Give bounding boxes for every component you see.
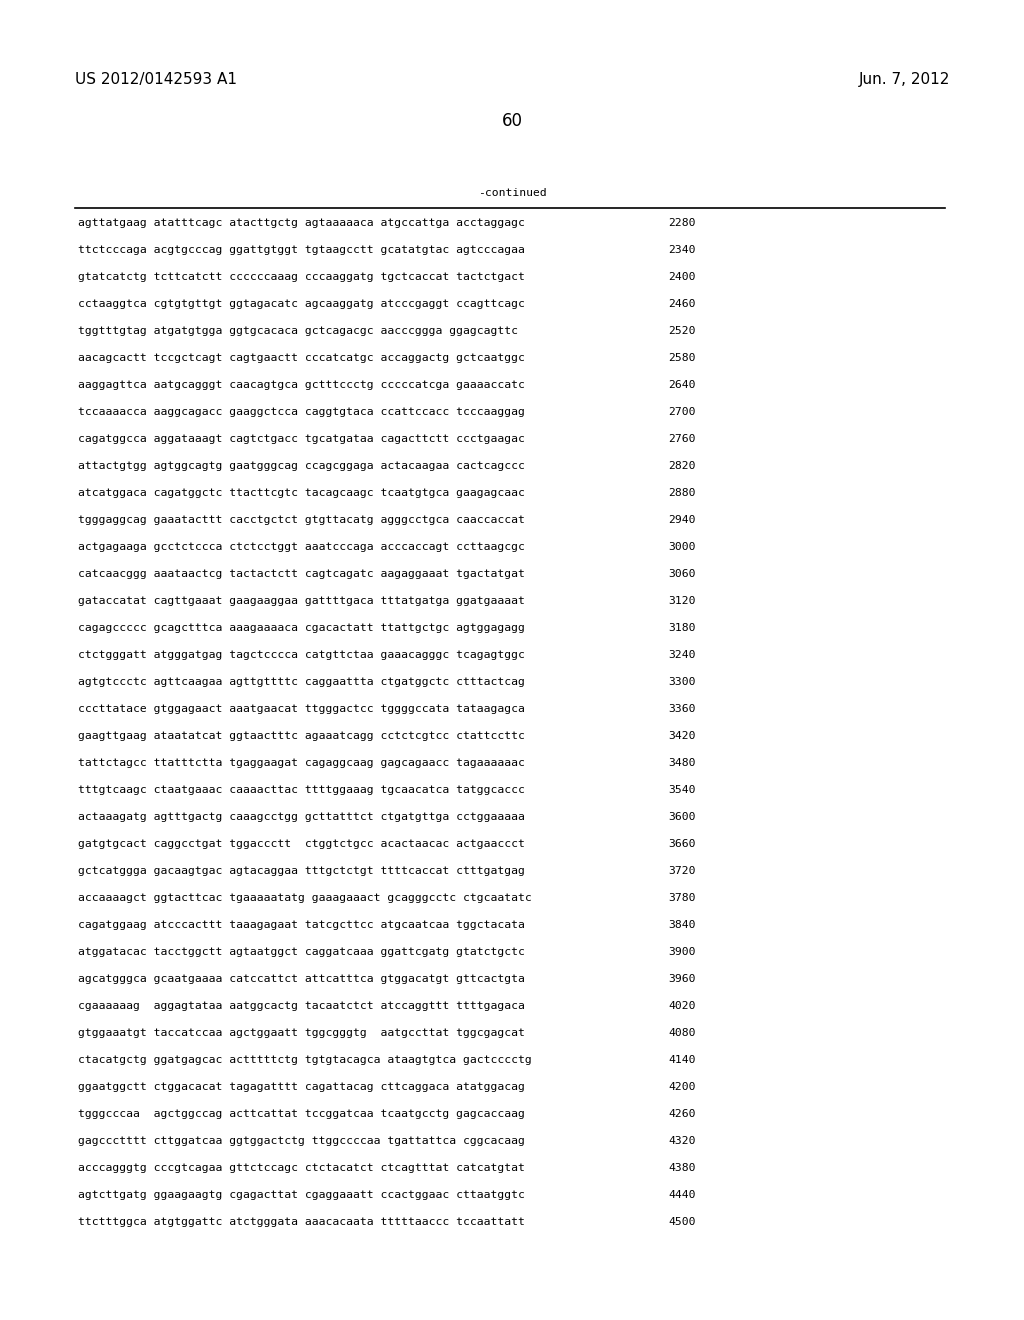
Text: 4380: 4380 (668, 1163, 695, 1173)
Text: 60: 60 (502, 112, 522, 129)
Text: gtggaaatgt taccatccaa agctggaatt tggcgggtg  aatgccttat tggcgagcat: gtggaaatgt taccatccaa agctggaatt tggcggg… (78, 1028, 525, 1038)
Text: 3300: 3300 (668, 677, 695, 686)
Text: ttctttggca atgtggattc atctgggata aaacacaata tttttaaccc tccaattatt: ttctttggca atgtggattc atctgggata aaacaca… (78, 1217, 525, 1228)
Text: 3000: 3000 (668, 543, 695, 552)
Text: agttatgaag atatttcagc atacttgctg agtaaaaaca atgccattga acctaggagc: agttatgaag atatttcagc atacttgctg agtaaaa… (78, 218, 525, 228)
Text: cagatggcca aggataaagt cagtctgacc tgcatgataa cagacttctt ccctgaagac: cagatggcca aggataaagt cagtctgacc tgcatga… (78, 434, 525, 444)
Text: catcaacggg aaataactcg tactactctt cagtcagatc aagaggaaat tgactatgat: catcaacggg aaataactcg tactactctt cagtcag… (78, 569, 525, 579)
Text: gctcatggga gacaagtgac agtacaggaa tttgctctgt ttttcaccat ctttgatgag: gctcatggga gacaagtgac agtacaggaa tttgctc… (78, 866, 525, 876)
Text: cagatggaag atcccacttt taaagagaat tatcgcttcc atgcaatcaa tggctacata: cagatggaag atcccacttt taaagagaat tatcgct… (78, 920, 525, 931)
Text: 3600: 3600 (668, 812, 695, 822)
Text: cctaaggtca cgtgtgttgt ggtagacatc agcaaggatg atcccgaggt ccagttcagc: cctaaggtca cgtgtgttgt ggtagacatc agcaagg… (78, 300, 525, 309)
Text: agtgtccctc agttcaagaa agttgttttc caggaattta ctgatggctc ctttactcag: agtgtccctc agttcaagaa agttgttttc caggaat… (78, 677, 525, 686)
Text: US 2012/0142593 A1: US 2012/0142593 A1 (75, 73, 237, 87)
Text: gagccctttt cttggatcaa ggtggactctg ttggccccaa tgattattca cggcacaag: gagccctttt cttggatcaa ggtggactctg ttggcc… (78, 1137, 525, 1146)
Text: 2280: 2280 (668, 218, 695, 228)
Text: accaaaagct ggtacttcac tgaaaaatatg gaaagaaact gcagggcctc ctgcaatatc: accaaaagct ggtacttcac tgaaaaatatg gaaaga… (78, 894, 531, 903)
Text: cagagccccc gcagctttca aaagaaaaca cgacactatt ttattgctgc agtggagagg: cagagccccc gcagctttca aaagaaaaca cgacact… (78, 623, 525, 634)
Text: atggatacac tacctggctt agtaatggct caggatcaaa ggattcgatg gtatctgctc: atggatacac tacctggctt agtaatggct caggatc… (78, 946, 525, 957)
Text: tttgtcaagc ctaatgaaac caaaacttac ttttggaaag tgcaacatca tatggcaccc: tttgtcaagc ctaatgaaac caaaacttac ttttgga… (78, 785, 525, 795)
Text: 2460: 2460 (668, 300, 695, 309)
Text: agcatgggca gcaatgaaaa catccattct attcatttca gtggacatgt gttcactgta: agcatgggca gcaatgaaaa catccattct attcatt… (78, 974, 525, 983)
Text: 2760: 2760 (668, 434, 695, 444)
Text: 2400: 2400 (668, 272, 695, 282)
Text: 2580: 2580 (668, 352, 695, 363)
Text: 3360: 3360 (668, 704, 695, 714)
Text: 3420: 3420 (668, 731, 695, 741)
Text: gataccatat cagttgaaat gaagaaggaa gattttgaca tttatgatga ggatgaaaat: gataccatat cagttgaaat gaagaaggaa gattttg… (78, 597, 525, 606)
Text: 4500: 4500 (668, 1217, 695, 1228)
Text: ttctcccaga acgtgcccag ggattgtggt tgtaagcctt gcatatgtac agtcccagaa: ttctcccaga acgtgcccag ggattgtggt tgtaagc… (78, 246, 525, 255)
Text: cgaaaaaag  aggagtataa aatggcactg tacaatctct atccaggttt ttttgagaca: cgaaaaaag aggagtataa aatggcactg tacaatct… (78, 1001, 525, 1011)
Text: 3720: 3720 (668, 866, 695, 876)
Text: 4020: 4020 (668, 1001, 695, 1011)
Text: gatgtgcact caggcctgat tggaccctt  ctggtctgcc acactaacac actgaaccct: gatgtgcact caggcctgat tggaccctt ctggtctg… (78, 840, 525, 849)
Text: tgggcccaa  agctggccag acttcattat tccggatcaa tcaatgcctg gagcaccaag: tgggcccaa agctggccag acttcattat tccggatc… (78, 1109, 525, 1119)
Text: ctacatgctg ggatgagcac actttttctg tgtgtacagca ataagtgtca gactcccctg: ctacatgctg ggatgagcac actttttctg tgtgtac… (78, 1055, 531, 1065)
Text: aaggagttca aatgcagggt caacagtgca gctttccctg cccccatcga gaaaaccatc: aaggagttca aatgcagggt caacagtgca gctttcc… (78, 380, 525, 389)
Text: 3180: 3180 (668, 623, 695, 634)
Text: 2340: 2340 (668, 246, 695, 255)
Text: gtatcatctg tcttcatctt ccccccaaag cccaaggatg tgctcaccat tactctgact: gtatcatctg tcttcatctt ccccccaaag cccaagg… (78, 272, 525, 282)
Text: 3480: 3480 (668, 758, 695, 768)
Text: 4140: 4140 (668, 1055, 695, 1065)
Text: 2640: 2640 (668, 380, 695, 389)
Text: 2940: 2940 (668, 515, 695, 525)
Text: ggaatggctt ctggacacat tagagatttt cagattacag cttcaggaca atatggacag: ggaatggctt ctggacacat tagagatttt cagatta… (78, 1082, 525, 1092)
Text: 3120: 3120 (668, 597, 695, 606)
Text: cccttatace gtggagaact aaatgaacat ttgggactcc tggggccata tataagagca: cccttatace gtggagaact aaatgaacat ttgggac… (78, 704, 525, 714)
Text: 3900: 3900 (668, 946, 695, 957)
Text: 3540: 3540 (668, 785, 695, 795)
Text: tccaaaacca aaggcagacc gaaggctcca caggtgtaca ccattccacc tcccaaggag: tccaaaacca aaggcagacc gaaggctcca caggtgt… (78, 407, 525, 417)
Text: 3960: 3960 (668, 974, 695, 983)
Text: 4200: 4200 (668, 1082, 695, 1092)
Text: actaaagatg agtttgactg caaagcctgg gcttatttct ctgatgttga cctggaaaaa: actaaagatg agtttgactg caaagcctgg gcttatt… (78, 812, 525, 822)
Text: actgagaaga gcctctccca ctctcctggt aaatcccaga acccaccagt ccttaagcgc: actgagaaga gcctctccca ctctcctggt aaatccc… (78, 543, 525, 552)
Text: 4260: 4260 (668, 1109, 695, 1119)
Text: 3780: 3780 (668, 894, 695, 903)
Text: agtcttgatg ggaagaagtg cgagacttat cgaggaaatt ccactggaac cttaatggtc: agtcttgatg ggaagaagtg cgagacttat cgaggaa… (78, 1191, 525, 1200)
Text: tggtttgtag atgatgtgga ggtgcacaca gctcagacgc aacccggga ggagcagttc: tggtttgtag atgatgtgga ggtgcacaca gctcaga… (78, 326, 518, 337)
Text: gaagttgaag ataatatcat ggtaactttc agaaatcagg cctctcgtcc ctattccttc: gaagttgaag ataatatcat ggtaactttc agaaatc… (78, 731, 525, 741)
Text: 3840: 3840 (668, 920, 695, 931)
Text: Jun. 7, 2012: Jun. 7, 2012 (859, 73, 950, 87)
Text: 2700: 2700 (668, 407, 695, 417)
Text: 2820: 2820 (668, 461, 695, 471)
Text: atcatggaca cagatggctc ttacttcgtc tacagcaagc tcaatgtgca gaagagcaac: atcatggaca cagatggctc ttacttcgtc tacagca… (78, 488, 525, 498)
Text: attactgtgg agtggcagtg gaatgggcag ccagcggaga actacaagaa cactcagccc: attactgtgg agtggcagtg gaatgggcag ccagcgg… (78, 461, 525, 471)
Text: 4320: 4320 (668, 1137, 695, 1146)
Text: tgggaggcag gaaatacttt cacctgctct gtgttacatg agggcctgca caaccaccat: tgggaggcag gaaatacttt cacctgctct gtgttac… (78, 515, 525, 525)
Text: 4080: 4080 (668, 1028, 695, 1038)
Text: ctctgggatt atgggatgag tagctcccca catgttctaa gaaacagggc tcagagtggc: ctctgggatt atgggatgag tagctcccca catgttc… (78, 649, 525, 660)
Text: -continued: -continued (477, 187, 547, 198)
Text: acccagggtg cccgtcagaa gttctccagc ctctacatct ctcagtttat catcatgtat: acccagggtg cccgtcagaa gttctccagc ctctaca… (78, 1163, 525, 1173)
Text: 2880: 2880 (668, 488, 695, 498)
Text: 3060: 3060 (668, 569, 695, 579)
Text: tattctagcc ttatttctta tgaggaagat cagaggcaag gagcagaacc tagaaaaaac: tattctagcc ttatttctta tgaggaagat cagaggc… (78, 758, 525, 768)
Text: 3240: 3240 (668, 649, 695, 660)
Text: aacagcactt tccgctcagt cagtgaactt cccatcatgc accaggactg gctcaatggc: aacagcactt tccgctcagt cagtgaactt cccatca… (78, 352, 525, 363)
Text: 2520: 2520 (668, 326, 695, 337)
Text: 4440: 4440 (668, 1191, 695, 1200)
Text: 3660: 3660 (668, 840, 695, 849)
